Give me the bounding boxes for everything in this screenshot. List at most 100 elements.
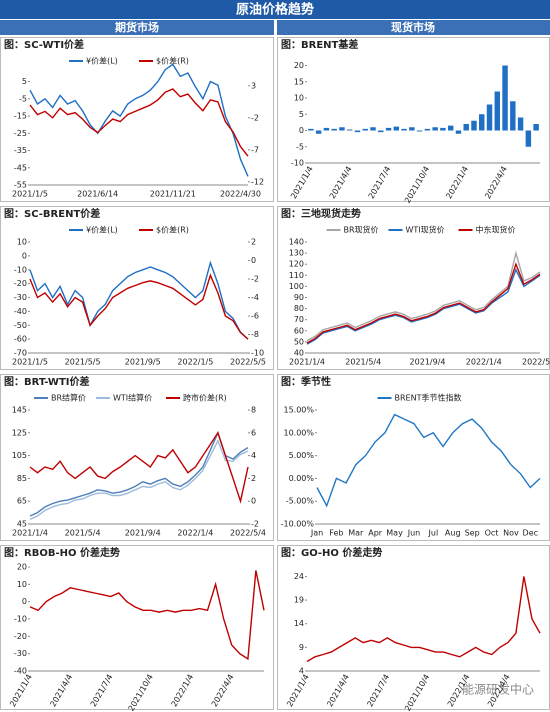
panel-title: 图：季节性 xyxy=(281,375,331,388)
y-tick-label: 15.00% xyxy=(283,406,314,415)
bar xyxy=(323,127,330,131)
bar xyxy=(510,101,516,131)
y-tick-label: -60 xyxy=(14,335,27,344)
y2-tick-label: 0 xyxy=(251,497,256,506)
y-tick-label: 0 xyxy=(299,126,304,135)
y-tick-label: -50 xyxy=(14,321,27,330)
y-tick-label: 20 xyxy=(17,563,27,572)
legend-label: ¥价差(L) xyxy=(86,56,118,66)
y2-tick-label: -8 xyxy=(251,330,259,339)
legend-label: WTI现货价 xyxy=(406,225,445,235)
x-tick-label: 2022/5/5 xyxy=(230,358,266,367)
y-tick-label: 65 xyxy=(17,497,27,506)
legend-label: $价差(R) xyxy=(156,56,189,66)
x-tick-label: 2021/1/4 xyxy=(289,165,315,201)
y-tick-label: -20 xyxy=(14,632,27,641)
y-tick-label: 10 xyxy=(17,580,27,589)
x-tick-label: 2022/1/4 xyxy=(170,673,196,709)
x-tick-label: 2021/11/21 xyxy=(150,190,196,199)
bar xyxy=(463,124,469,131)
x-tick-label: 2021/7/4 xyxy=(367,165,393,201)
y-tick-label: 110 xyxy=(289,271,304,280)
y2-tick-label: 0 xyxy=(251,256,256,265)
y2-tick-label: 8 xyxy=(251,406,256,415)
x-tick-label: 2021/5/4 xyxy=(345,358,381,367)
bar xyxy=(432,127,438,131)
y-tick-label: 100 xyxy=(289,282,304,291)
bar xyxy=(455,130,462,134)
panel xyxy=(0,37,274,202)
y-tick-label: 14 xyxy=(294,619,304,628)
bar xyxy=(479,114,485,131)
x-tick-label: Dec xyxy=(523,529,538,538)
bar xyxy=(393,126,400,131)
y-tick-label: -15 xyxy=(14,112,27,121)
y-tick-label: 5.00% xyxy=(289,451,315,460)
x-tick-label: 2021/1/4 xyxy=(8,673,34,709)
bar xyxy=(486,104,493,131)
x-tick-label: 2021/9/4 xyxy=(125,529,161,538)
y-tick-label: 90 xyxy=(294,293,304,302)
x-tick-label: 2021/9/4 xyxy=(410,358,446,367)
y2-tick-label: -10 xyxy=(251,349,264,358)
x-tick-label: 2021/1/4 xyxy=(289,358,325,367)
x-tick-label: 2022/4/4 xyxy=(210,673,236,709)
x-tick-label: Mar xyxy=(348,529,364,538)
y-tick-label: 0 xyxy=(22,597,27,606)
bar xyxy=(331,128,337,131)
y-tick-label: 70 xyxy=(294,315,304,324)
bar xyxy=(502,65,508,131)
x-tick-label: 2022/4/30 xyxy=(220,190,261,199)
bar xyxy=(471,120,477,131)
x-tick-label: 2021/4/4 xyxy=(328,165,354,201)
y-tick-label: 10.00% xyxy=(283,428,314,437)
x-tick-label: 2022/1/4 xyxy=(177,529,213,538)
x-tick-label: 2021/5/4 xyxy=(65,529,101,538)
y-tick-label: 19 xyxy=(294,596,304,605)
series-line xyxy=(306,250,541,342)
x-tick-label: Nov xyxy=(503,529,519,538)
x-tick-label: 2021/4/4 xyxy=(325,673,351,709)
bar xyxy=(378,130,384,133)
series-line xyxy=(29,260,249,340)
legend-label: WTI结算价 xyxy=(113,393,152,403)
y-tick-label: -5 xyxy=(19,94,27,103)
x-tick-label: 2021/1/4 xyxy=(285,673,311,709)
y2-tick-label: 6 xyxy=(251,428,256,437)
bar xyxy=(517,117,524,131)
y-tick-label: -10 xyxy=(291,159,304,168)
section-bar xyxy=(277,20,550,35)
bar xyxy=(409,127,415,131)
y2-tick-label: -6 xyxy=(251,312,259,321)
x-tick-label: 2021/6/14 xyxy=(77,190,118,199)
panel-title: 图：BRT-WTI价差 xyxy=(4,375,90,388)
y-tick-label: 40 xyxy=(294,349,304,358)
bar xyxy=(315,130,322,134)
panel xyxy=(0,374,274,541)
x-tick-label: 2021/1/4 xyxy=(12,529,48,538)
panel-title: 图：BRENT基差 xyxy=(281,38,358,51)
bar xyxy=(401,128,407,131)
legend-label: 跨市价差(R) xyxy=(183,393,227,403)
y2-tick-label: 3 xyxy=(251,81,256,90)
y-tick-label: 10 xyxy=(294,94,304,103)
x-tick-label: Aug xyxy=(445,529,461,538)
x-tick-label: Feb xyxy=(329,529,343,538)
x-tick-label: Apr xyxy=(368,529,383,538)
bar xyxy=(362,128,368,131)
y-tick-label: 4 xyxy=(299,667,304,676)
x-tick-label: Jun xyxy=(407,529,421,538)
y-tick-label: -55 xyxy=(14,181,27,190)
series-line xyxy=(29,430,249,517)
page-title: 原油价格趋势 xyxy=(236,2,314,18)
legend-label: $价差(R) xyxy=(156,225,189,235)
x-tick-label: May xyxy=(386,529,403,538)
x-tick-label: Jan xyxy=(310,529,323,538)
y2-tick-label: -7 xyxy=(251,145,259,154)
y-tick-label: -10 xyxy=(14,265,27,274)
y-tick-label: 80 xyxy=(294,304,304,313)
y2-tick-label: -2 xyxy=(251,520,259,529)
watermark: 能源研发中心 xyxy=(462,682,534,697)
panel-title: 图：SC-WTI价差 xyxy=(4,38,84,51)
y2-tick-label: -2 xyxy=(251,113,259,122)
